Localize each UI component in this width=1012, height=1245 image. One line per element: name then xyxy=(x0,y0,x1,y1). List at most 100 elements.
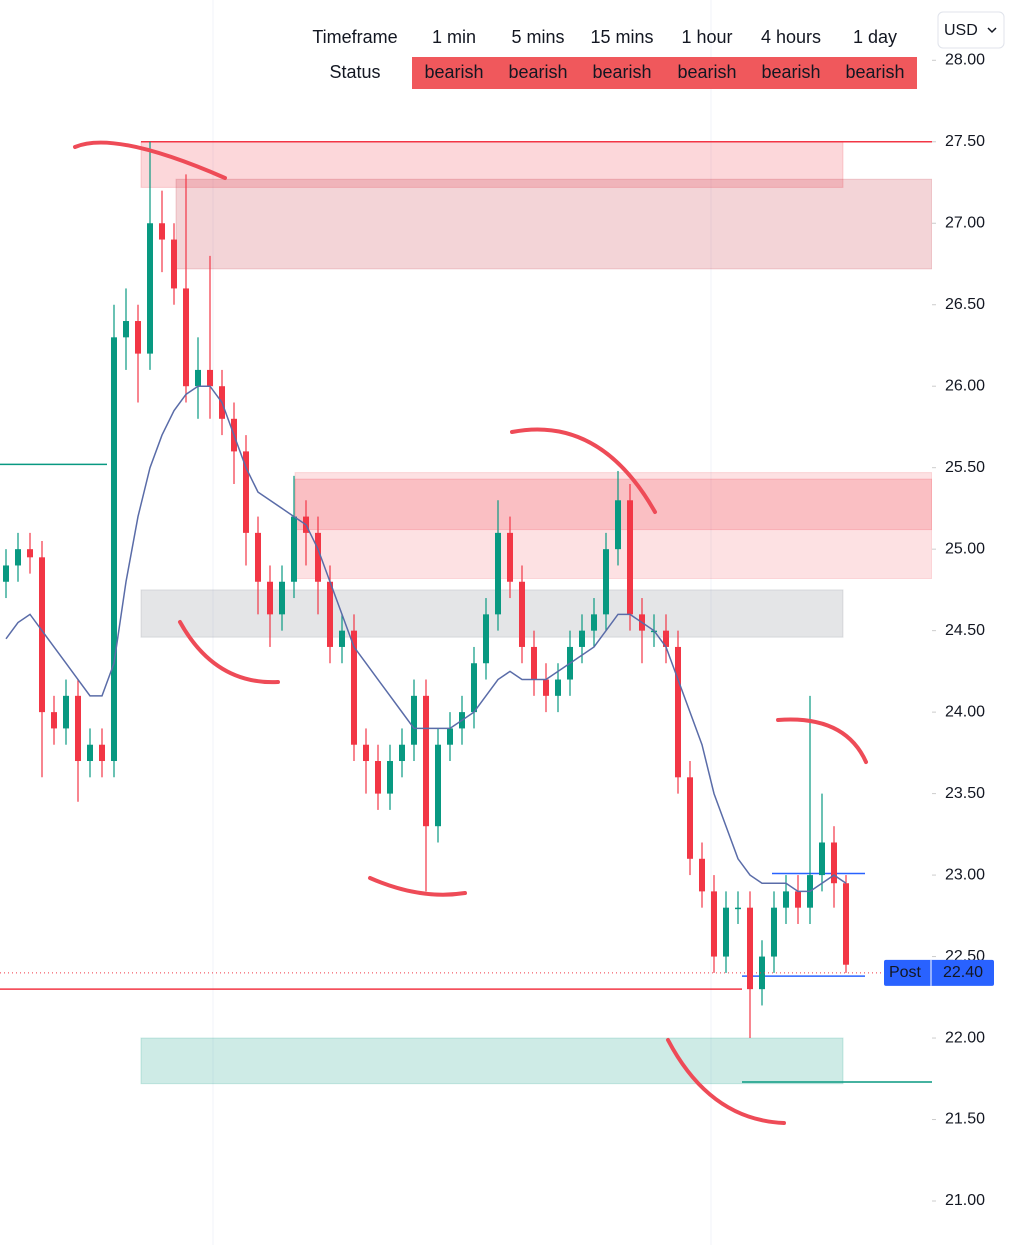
candle-body xyxy=(123,321,129,338)
candle-body xyxy=(207,369,213,387)
candle-body xyxy=(519,581,525,647)
candle-body xyxy=(771,907,777,957)
zone xyxy=(175,178,933,270)
arc xyxy=(510,427,657,514)
arc xyxy=(73,140,227,180)
candle-body xyxy=(399,744,405,762)
moving-average xyxy=(5,385,847,893)
candle-body xyxy=(171,239,177,289)
candle-body xyxy=(411,695,417,745)
candle-body xyxy=(339,630,345,647)
candle-body xyxy=(15,549,21,566)
candle-body xyxy=(831,842,837,884)
candle-body xyxy=(87,744,93,762)
y-tick-label: 21.50 xyxy=(945,1111,985,1128)
candle-body xyxy=(39,557,45,713)
price-tag-name: Post xyxy=(889,964,922,981)
currency-select[interactable]: USD xyxy=(937,11,1005,49)
candle-body xyxy=(759,956,765,990)
timeframe: 1 min xyxy=(432,27,476,47)
y-tick-label: 24.00 xyxy=(945,703,985,720)
y-tick-label: 23.50 xyxy=(945,785,985,802)
candle-body xyxy=(363,744,369,762)
candle-body xyxy=(603,549,609,615)
candle-body xyxy=(243,451,249,533)
timeframe: 1 hour xyxy=(681,27,732,47)
candle-body xyxy=(315,532,321,582)
timeframe: 4 hours xyxy=(761,27,821,47)
axis-bg xyxy=(932,0,1012,1245)
candle-body xyxy=(267,581,273,615)
candle-body xyxy=(591,614,597,631)
table-cells: 1 min bearish 5 mins bearish 15 mins bearish 1… xyxy=(424,27,904,82)
y-tick-label: 23.00 xyxy=(945,866,985,883)
candle-body xyxy=(579,630,585,647)
zone xyxy=(140,589,844,638)
candle-body xyxy=(507,532,513,582)
arc xyxy=(178,620,280,685)
status: bearish xyxy=(677,62,736,82)
candle-body xyxy=(159,223,165,240)
candle-body xyxy=(843,883,849,965)
candle-body xyxy=(135,321,141,354)
candle-body xyxy=(195,369,201,387)
table-header: Timeframe xyxy=(312,27,397,47)
candle-body xyxy=(279,581,285,615)
zone xyxy=(294,472,933,580)
candle-body xyxy=(435,744,441,827)
candle-body xyxy=(795,891,801,908)
candle-body xyxy=(687,777,693,859)
status-table: Timeframe Status 1 min bearish 5 mins beari… xyxy=(312,27,917,89)
candle-body xyxy=(495,532,501,615)
candle-body xyxy=(447,728,453,745)
candle-body xyxy=(747,907,753,990)
zone xyxy=(140,1037,844,1085)
candle-body xyxy=(471,663,477,713)
chevron xyxy=(987,27,997,34)
y-tick-label: 21.00 xyxy=(945,1192,985,1209)
candle-body xyxy=(375,761,381,794)
y-tick-label: 25.50 xyxy=(945,459,985,476)
status-band xyxy=(412,57,917,89)
y-tick-label: 27.00 xyxy=(945,214,985,231)
zone xyxy=(140,141,844,188)
candle-body xyxy=(75,695,81,762)
status: bearish xyxy=(845,62,904,82)
status: bearish xyxy=(761,62,820,82)
candle-body xyxy=(423,695,429,827)
candle-body xyxy=(663,630,669,647)
candle-body xyxy=(675,646,681,778)
arc xyxy=(368,876,467,897)
timeframe: 1 day xyxy=(853,27,897,47)
y-tick-label: 28.00 xyxy=(945,52,985,69)
currency[interactable]: USD xyxy=(944,22,978,39)
candle-body xyxy=(99,744,105,762)
candle-body xyxy=(351,630,357,745)
zone xyxy=(294,478,933,531)
y-tick-label: 27.50 xyxy=(945,133,985,150)
y-tick-label: 26.50 xyxy=(945,296,985,313)
candle-body xyxy=(63,695,69,729)
candle-body xyxy=(51,712,57,729)
timeframe: 15 mins xyxy=(590,27,653,47)
candle-body xyxy=(723,907,729,957)
currency-box[interactable] xyxy=(937,11,1005,49)
candle-body xyxy=(627,500,633,615)
y-tick-label: 22.00 xyxy=(945,1029,985,1046)
candle-body xyxy=(783,891,789,908)
candle-body xyxy=(615,500,621,550)
candle-body xyxy=(147,223,153,354)
candle-body xyxy=(735,907,741,910)
status: bearish xyxy=(508,62,567,82)
y-tick-label: 24.50 xyxy=(945,622,985,639)
annotations xyxy=(73,140,868,1125)
table-row-label: Status xyxy=(329,62,380,82)
zones xyxy=(0,141,933,1085)
candle-body xyxy=(291,516,297,582)
status: bearish xyxy=(592,62,651,82)
candle-body xyxy=(531,646,537,680)
y-tick-label: 25.00 xyxy=(945,540,985,557)
candle-body xyxy=(555,679,561,696)
candle-body xyxy=(327,581,333,647)
